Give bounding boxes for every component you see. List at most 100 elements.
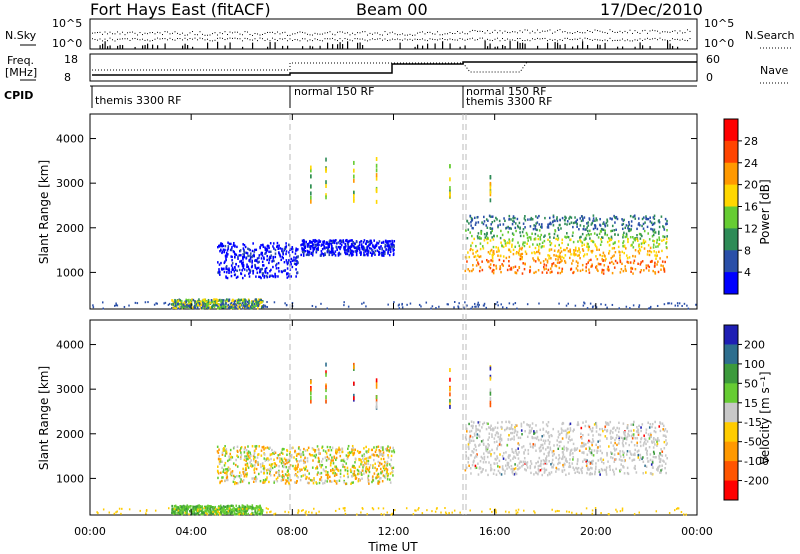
noise-search-dot: [134, 37, 136, 39]
echo-cell: [518, 266, 521, 270]
echo-cell: [242, 505, 245, 508]
echo-cell: [605, 422, 608, 425]
noise-sky-dot: [124, 34, 126, 36]
echo-cell: [548, 222, 551, 226]
velocity-panel-frame: [89, 319, 698, 516]
noise-search-dot: [454, 39, 456, 41]
echo-cell: [514, 222, 517, 225]
echo-cell: [229, 305, 232, 309]
echo-cell: [254, 456, 256, 459]
echo-cell: [520, 252, 523, 256]
noise-sky-dot: [622, 32, 623, 34]
echo-cell: [297, 476, 299, 479]
echo-cell: [639, 249, 642, 252]
echo-cell: [388, 246, 390, 249]
echo-cell: [367, 450, 370, 453]
echo-cell: [661, 260, 664, 263]
echo-cell: [260, 470, 263, 474]
echo-cell: [295, 275, 297, 278]
noise-search-dot: [317, 39, 318, 41]
echo-cell: [312, 459, 314, 462]
noise-sky-dot: [399, 34, 401, 36]
echo-cell: [325, 180, 327, 185]
echo-cell: [552, 215, 555, 219]
echo-cell: [382, 453, 385, 457]
echo-cell: [219, 507, 222, 511]
noise-search-dot: [139, 39, 141, 41]
echo-cell: [601, 258, 604, 261]
echo-cell: [375, 244, 378, 247]
echo-cell: [647, 250, 649, 253]
echo-cell: [241, 480, 244, 483]
echo-cell: [651, 425, 653, 429]
echo-cell: [300, 452, 303, 456]
echo-cell: [560, 440, 562, 444]
noise-search-dot: [332, 37, 333, 39]
echo-cell: [538, 464, 541, 467]
echo-cell: [510, 464, 513, 468]
nave-right-label: Nave: [760, 64, 788, 77]
echo-cell: [213, 298, 215, 301]
echo-cell: [487, 473, 489, 477]
echo-cell: [283, 462, 286, 465]
noise-search-dot: [464, 39, 466, 41]
echo-cell: [272, 242, 275, 245]
echo-cell: [577, 423, 580, 426]
echo-cell: [287, 481, 290, 484]
echo-cell: [366, 247, 368, 250]
noise-search-dot: [104, 38, 106, 40]
echo-cell: [343, 248, 346, 252]
echo-cell: [376, 476, 378, 479]
echo-cell: [312, 250, 315, 253]
echo-cell: [198, 509, 201, 512]
echo-cell: [489, 252, 491, 255]
echo-cell: [242, 304, 244, 307]
echo-cell: [359, 471, 362, 474]
echo-cell: [551, 262, 553, 266]
echo-cell: [586, 471, 588, 475]
echo-cell: [225, 258, 227, 262]
echo-cell: [341, 447, 343, 450]
echo-cell: [392, 446, 394, 450]
noise-search-dot: [672, 38, 673, 40]
echo-cell: [231, 266, 234, 270]
echo-cell: [489, 181, 492, 186]
echo-cell: [269, 269, 271, 273]
echo-cell: [639, 233, 642, 236]
noise-panel: N.Sky 10^5 10^0 10^5 10^0 N.Search: [5, 17, 795, 50]
echo-cell: [246, 252, 249, 255]
echo-cell: [284, 473, 287, 476]
echo-cell: [550, 463, 552, 466]
echo-cell: [655, 254, 658, 258]
echo-cell: [262, 304, 265, 307]
noise-sky-dot: [262, 33, 263, 35]
noise-search-dot: [537, 37, 538, 39]
echo-cell: [283, 447, 285, 451]
noise-bar: [144, 44, 146, 49]
echo-cell: [486, 455, 489, 459]
echo-cell: [626, 471, 629, 475]
echo-cell: [291, 446, 294, 450]
echo-cell: [551, 461, 553, 464]
echo-cell: [653, 430, 656, 433]
noise-search-dot: [277, 40, 278, 42]
echo-cell: [347, 454, 349, 458]
echo-cell: [379, 467, 382, 471]
echo-cell: [295, 263, 298, 266]
echo-cell: [430, 307, 432, 310]
echo-cell: [212, 505, 215, 509]
echo-cell: [233, 300, 236, 304]
echo-cell: [263, 469, 265, 473]
echo-cell: [610, 237, 613, 240]
echo-cell: [606, 268, 609, 271]
echo-cell: [644, 438, 647, 441]
echo-cell: [545, 462, 548, 466]
echo-cell: [552, 224, 555, 227]
echo-cell: [500, 438, 503, 442]
noise-bar: [229, 42, 231, 49]
echo-cell: [570, 253, 572, 256]
echo-cell: [184, 507, 187, 511]
echo-cell: [514, 271, 517, 274]
echo-cell: [243, 243, 246, 247]
echo-cell: [652, 230, 655, 233]
